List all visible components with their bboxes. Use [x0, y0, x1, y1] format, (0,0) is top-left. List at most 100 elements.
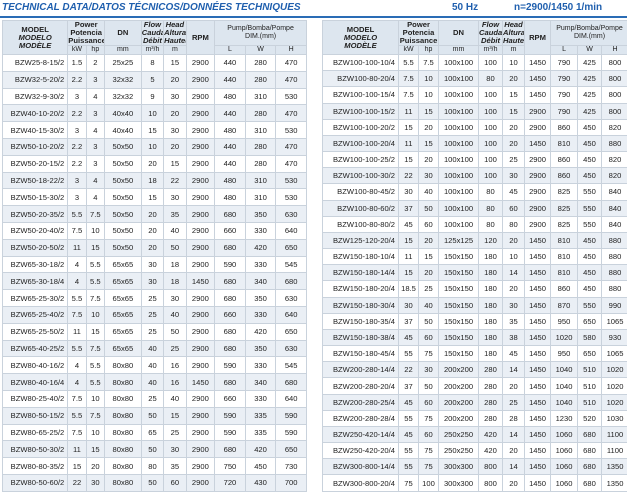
unit-header: kW — [398, 45, 419, 55]
cell: 11 — [67, 440, 87, 459]
cell: 880 — [601, 134, 627, 153]
cell: 20 — [140, 205, 165, 223]
power-header: Power Potencia Puissance — [67, 20, 106, 46]
cell: 810 — [550, 134, 579, 153]
cell: 150x150 — [438, 345, 480, 363]
model-cell: BZW65-40-25/2 — [1, 339, 69, 358]
cell: 280 — [244, 137, 277, 156]
model-cell: BZW250-420-14/4 — [322, 425, 399, 444]
cell: 1450 — [524, 296, 552, 314]
cell: 450 — [577, 134, 603, 153]
cell: 180 — [478, 296, 504, 314]
cell: 1450 — [524, 345, 552, 363]
cell: 20 — [140, 238, 165, 257]
cell: 4 — [85, 171, 106, 190]
cell: 18 — [163, 255, 187, 274]
cell: 30 — [163, 188, 187, 207]
cell: 680 — [214, 322, 246, 341]
cell: 25 — [417, 280, 440, 298]
cell: 75 — [417, 409, 440, 427]
cell: 1450 — [524, 393, 552, 411]
cell: 300x300 — [438, 474, 480, 492]
cell: 10 — [85, 423, 106, 442]
cell: 100x100 — [438, 199, 480, 217]
header-text: Head — [165, 20, 185, 29]
cell: 14 — [502, 264, 526, 282]
unit-header: H — [601, 45, 627, 55]
cell: 1450 — [524, 377, 552, 395]
cell: 50 — [140, 406, 165, 425]
cell: 280 — [478, 409, 504, 427]
cell: 45 — [398, 215, 419, 233]
cell: 20 — [502, 231, 526, 250]
cell: 2900 — [524, 102, 552, 120]
cell: 100 — [478, 102, 504, 120]
cell: 680 — [214, 289, 246, 307]
header-text: DIM.(mm) — [573, 33, 606, 40]
cell: 18 — [140, 171, 165, 190]
frequency: 50 Hz — [452, 2, 479, 13]
cell: 250x250 — [438, 425, 480, 444]
model-cell: BZW100-80-60/2 — [322, 199, 399, 217]
cell: 75 — [398, 474, 419, 492]
unit-header: m³/h — [140, 45, 165, 55]
cell: 20 — [163, 104, 187, 123]
cell: 40 — [140, 356, 165, 375]
cell: 45 — [502, 345, 526, 363]
cell: 480 — [214, 87, 246, 106]
cell: 100 — [478, 86, 504, 104]
cell: 440 — [214, 70, 246, 89]
cell: 450 — [577, 280, 603, 298]
cell: 350 — [244, 289, 277, 307]
table-body: BZW100-100-10/4 5.5 7.5 100x100 100 10 1450 790… — [322, 53, 627, 492]
cell: 4 — [67, 255, 87, 274]
header-text: MODÈLE — [18, 40, 52, 50]
cell: 510 — [577, 361, 603, 379]
model-cell: BZW40-15-30/2 — [1, 121, 69, 139]
unit-header: H — [275, 45, 307, 55]
cell: 100 — [417, 474, 440, 492]
cell: 30 — [163, 87, 187, 106]
cell: 25 — [140, 322, 165, 341]
cell: 30 — [398, 296, 419, 314]
model-cell: BZW300-800-20/4 — [322, 474, 399, 492]
cell: 150x150 — [438, 296, 480, 314]
cell: 2.2 — [67, 137, 87, 156]
cell: 330 — [244, 305, 277, 324]
cell: 65x65 — [104, 322, 142, 341]
cell: 545 — [275, 356, 307, 375]
cell: 200x200 — [438, 377, 480, 395]
data-row: BZW300-800-20/4 75 100 300x300 800 20 1450 1060… — [322, 474, 627, 492]
cell: 80 — [478, 183, 504, 201]
cell: 11 — [398, 248, 419, 266]
cell: 55 — [398, 458, 419, 476]
cell: 50x50 — [104, 154, 142, 173]
cell: 2900 — [185, 406, 216, 425]
cell: 80 — [478, 199, 504, 217]
unit-header: hp — [85, 45, 106, 55]
cell: 1450 — [524, 134, 552, 153]
cell: 420 — [244, 440, 277, 459]
model-cell: BZW65-30-18/2 — [1, 255, 69, 274]
cell: 2900 — [185, 54, 216, 72]
cell: 640 — [275, 221, 307, 240]
cell: 10 — [85, 389, 106, 408]
model-cell: BZW150-180-38/4 — [322, 328, 399, 347]
cell: 50 — [163, 322, 187, 341]
cell: 425 — [577, 102, 603, 120]
model-cell: BZW50-20-35/2 — [1, 205, 69, 223]
cell: 2900 — [185, 87, 216, 106]
cell: 65x65 — [104, 255, 142, 274]
model-header: MODEL MODELO MODÈLE — [1, 20, 69, 55]
cell: 80 — [502, 215, 526, 233]
cell: 680 — [214, 205, 246, 223]
header-row: MODEL MODELO MODÈLE Power Potencia Puissance D… — [1, 20, 307, 55]
cell: 2900 — [185, 121, 216, 139]
unit-header: m³/h — [478, 45, 504, 55]
header-text: Power — [74, 20, 98, 29]
cell: 4 — [85, 121, 106, 139]
cell: 2900 — [524, 118, 552, 136]
cell: 35 — [163, 457, 187, 475]
cell: 80x80 — [104, 473, 142, 493]
